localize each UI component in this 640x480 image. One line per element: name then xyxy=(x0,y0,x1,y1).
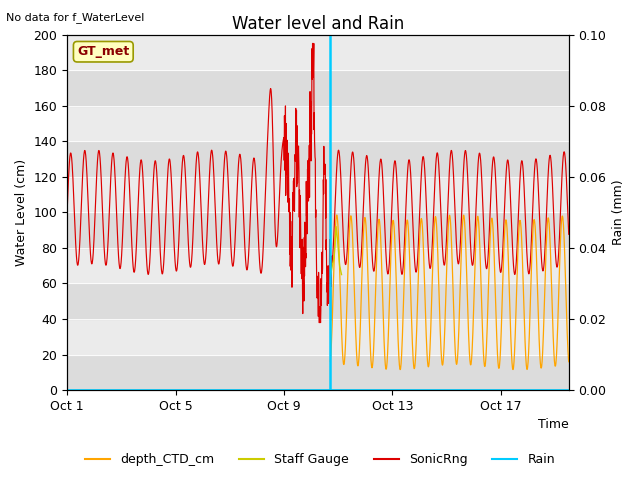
Y-axis label: Rain (mm): Rain (mm) xyxy=(612,180,625,245)
Bar xyxy=(67,177,569,212)
Bar xyxy=(67,355,569,390)
Title: Water level and Rain: Water level and Rain xyxy=(232,15,404,33)
Bar xyxy=(67,35,569,70)
X-axis label: Time: Time xyxy=(538,419,569,432)
Bar xyxy=(67,248,569,284)
Bar xyxy=(67,106,569,141)
Bar xyxy=(67,284,569,319)
Bar xyxy=(67,212,569,248)
Y-axis label: Water Level (cm): Water Level (cm) xyxy=(15,159,28,266)
Text: No data for f_WaterLevel: No data for f_WaterLevel xyxy=(6,12,145,23)
Bar xyxy=(67,141,569,177)
Text: GT_met: GT_met xyxy=(77,45,129,58)
Bar xyxy=(67,70,569,106)
Legend: depth_CTD_cm, Staff Gauge, SonicRng, Rain: depth_CTD_cm, Staff Gauge, SonicRng, Rai… xyxy=(80,448,560,471)
Bar xyxy=(67,319,569,355)
